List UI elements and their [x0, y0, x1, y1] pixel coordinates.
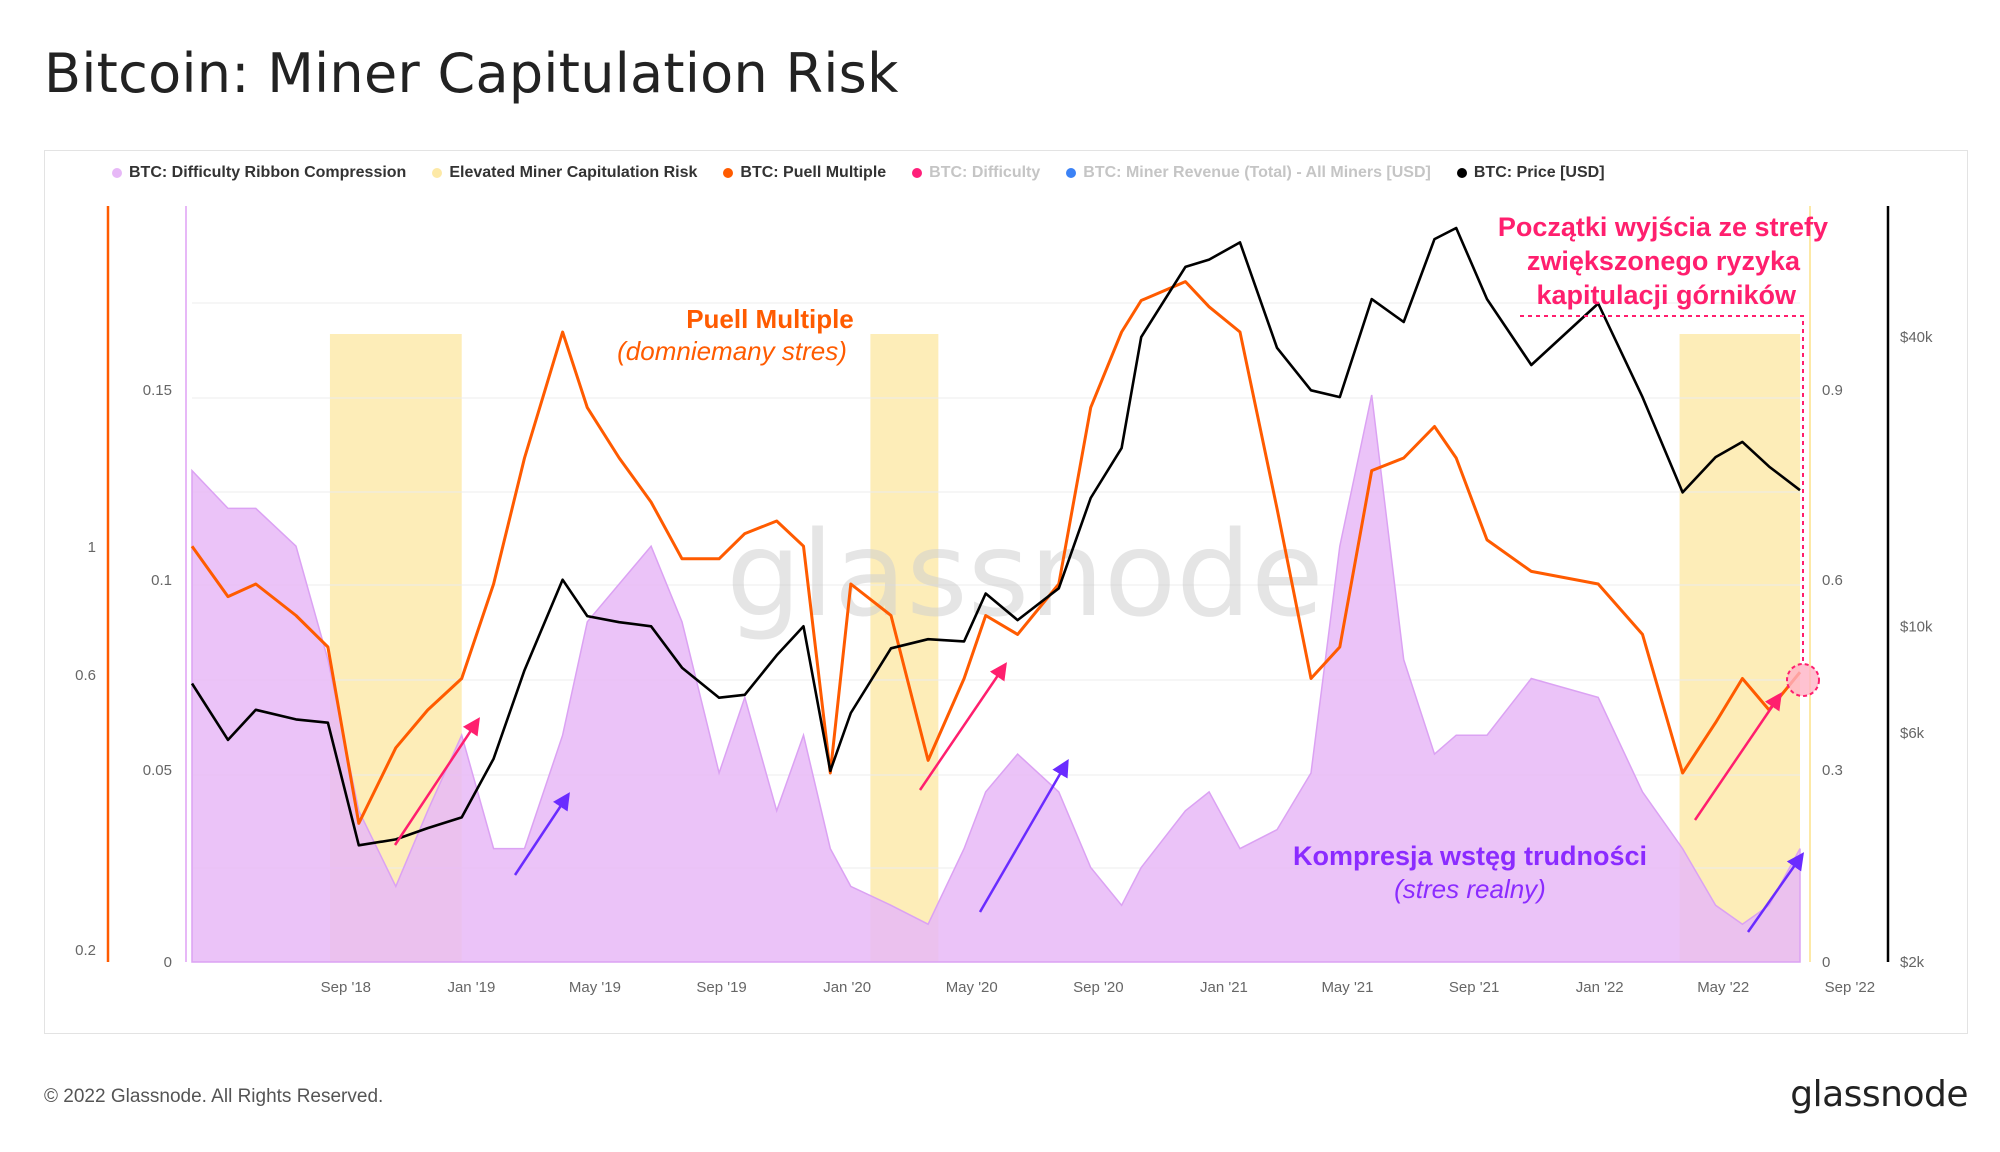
compression-tick-label: 0.05 — [143, 762, 172, 779]
page-title: Bitcoin: Miner Capitulation Risk — [44, 42, 899, 105]
x-tick-label: Jan '20 — [823, 979, 871, 996]
capitulation-zone-2 — [1679, 334, 1800, 962]
chart-legend: BTC: Difficulty Ribbon Compression Eleva… — [112, 164, 1605, 182]
compression-annotation-subtitle: (stres realny) — [1394, 874, 1546, 904]
puell-tick-label: 0 — [1822, 954, 1830, 971]
puell-multiple-line — [190, 280, 1802, 825]
watermark-text: glassnode — [726, 505, 1323, 643]
price-tick-label: $2k — [1900, 954, 1925, 971]
difficulty-tick-label: 0.6 — [75, 667, 96, 684]
difficulty-tick-label: 0.2 — [75, 942, 96, 959]
compression-annotation-title: Kompresja wstęg trudności — [1293, 841, 1647, 871]
legend-dot-icon — [1066, 168, 1077, 178]
capitulation-zone-1 — [870, 334, 939, 962]
exit-annotation-line1: Początki wyjścia ze strefy — [1498, 212, 1828, 242]
x-tick-label: May '21 — [1321, 979, 1373, 996]
price-tick-label: $10k — [1900, 618, 1933, 635]
x-tick-label: May '19 — [569, 979, 621, 996]
legend-dot-icon — [912, 168, 923, 178]
legend-item-miner-revenue[interactable]: BTC: Miner Revenue (Total) - All Miners … — [1066, 164, 1431, 182]
x-tick-label: Sep '19 — [696, 979, 746, 996]
exit-annotation-line2: zwiększonego ryzyka — [1527, 246, 1801, 276]
legend-dot-icon — [112, 168, 122, 178]
legend-label: BTC: Puell Multiple — [740, 164, 887, 181]
puell-multiple-series — [190, 280, 1802, 825]
copyright-text: © 2022 Glassnode. All Rights Reserved. — [44, 1086, 384, 1107]
annotation-arrow-3 — [978, 758, 1069, 913]
puell-annotation-subtitle: (domniemany stres) — [617, 336, 847, 366]
brand-logo: glassnode — [1790, 1074, 1968, 1115]
annotation-arrow-1 — [513, 792, 570, 876]
x-tick-label: Sep '18 — [321, 979, 371, 996]
annotation-arrow-0 — [393, 717, 480, 846]
x-tick-label: Sep '21 — [1449, 979, 1499, 996]
compression-tick-label: 0.15 — [143, 382, 172, 399]
legend-item-capitulation-risk[interactable]: Elevated Miner Capitulation Risk — [432, 164, 697, 182]
legend-dot-icon — [1456, 168, 1467, 178]
annotation-arrow-4 — [1693, 692, 1782, 821]
annotation-arrows — [393, 315, 1820, 933]
puell-tick-label: 0.3 — [1822, 762, 1843, 779]
legend-item-difficulty-ribbon[interactable]: BTC: Difficulty Ribbon Compression — [112, 164, 406, 182]
legend-label: BTC: Price [USD] — [1473, 164, 1605, 181]
x-tick-label: May '20 — [946, 979, 998, 996]
legend-item-difficulty[interactable]: BTC: Difficulty — [912, 164, 1040, 182]
puell-annotation-title: Puell Multiple — [686, 304, 854, 334]
puell-tick-label: 0.6 — [1822, 572, 1843, 589]
legend-dot-icon — [723, 168, 734, 178]
price-tick-label: $40k — [1900, 329, 1933, 346]
x-tick-label: Jan '22 — [1576, 979, 1624, 996]
compression-tick-label: 0 — [164, 954, 172, 971]
exit-annotation-line3: kapitulacji górników — [1536, 280, 1797, 310]
x-tick-label: Jan '19 — [447, 979, 495, 996]
legend-label: BTC: Difficulty — [929, 164, 1041, 181]
exit-bracket-line — [1520, 315, 1804, 662]
legend-item-puell-multiple[interactable]: BTC: Puell Multiple — [723, 164, 886, 182]
annotation-arrow-2 — [918, 662, 1007, 791]
price-line — [190, 226, 1801, 847]
legend-label: BTC: Difficulty Ribbon Compression — [129, 164, 407, 181]
compression-tick-label: 0.1 — [151, 572, 172, 589]
puell-tick-label: 0.9 — [1822, 382, 1843, 399]
price-series — [190, 226, 1801, 847]
price-tick-label: $6k — [1900, 725, 1925, 742]
x-tick-label: Sep '20 — [1073, 979, 1123, 996]
legend-label: Elevated Miner Capitulation Risk — [449, 164, 698, 181]
legend-label: BTC: Miner Revenue (Total) - All Miners … — [1083, 164, 1431, 181]
axes: 0.2 0.6 1 0 0.05 0.1 0.15 0 0.3 0.6 0.9 $2k $6k $10k $… — [75, 206, 1933, 996]
x-tick-label: Jan '21 — [1200, 979, 1248, 996]
legend-item-price[interactable]: BTC: Price [USD] — [1456, 164, 1605, 182]
legend-dot-icon — [432, 168, 443, 178]
x-tick-label: Sep '22 — [1825, 979, 1875, 996]
x-tick-label: May '22 — [1697, 979, 1749, 996]
exit-marker-circle — [1786, 663, 1820, 697]
difficulty-tick-label: 1 — [88, 539, 96, 556]
annotation-arrow-5 — [1746, 852, 1805, 933]
